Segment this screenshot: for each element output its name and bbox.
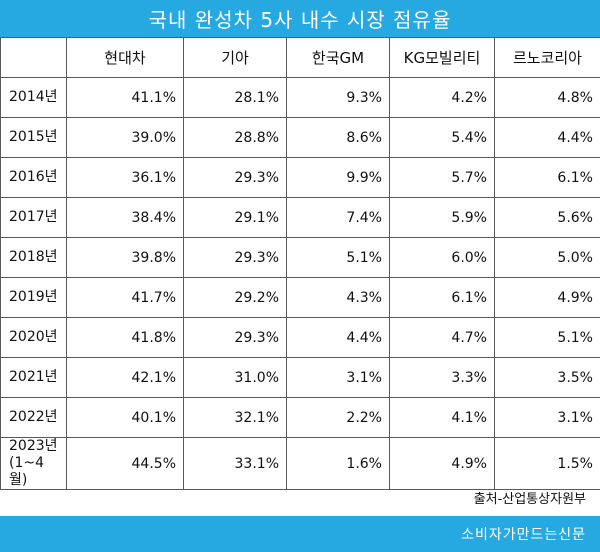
year-label: 2016년: [9, 169, 58, 185]
share-value-cell: 5.7%: [389, 157, 495, 198]
share-value-cell: 4.2%: [389, 77, 495, 118]
share-value-cell: 41.8%: [66, 317, 184, 358]
year-cell: 2023년 (1~4월): [0, 437, 67, 490]
table-row: 2023년 (1~4월) 44.5% 33.1% 1.6% 4.9% 1.5%: [0, 437, 600, 490]
year-cell: 2022년: [0, 397, 67, 438]
source-note: 출처-산업통상자원부: [473, 492, 586, 507]
market-share-table: 현대차 기아 한국GM KG모빌리티 르노코리아 2014년 41.1% 28.1% 9.3%…: [0, 37, 600, 490]
column-header: 현대차: [66, 37, 184, 78]
year-cell: 2016년: [0, 157, 67, 198]
year-cell: 2015년: [0, 117, 67, 158]
table-row: 2018년 39.8% 29.3% 5.1% 6.0% 5.0%: [0, 237, 600, 278]
table-row: 2020년 41.8% 29.3% 4.4% 4.7% 5.1%: [0, 317, 600, 358]
share-value-cell: 4.8%: [494, 77, 600, 118]
year-label: 2018년: [9, 249, 58, 265]
share-value-cell: 41.1%: [66, 77, 184, 118]
share-value-cell: 4.3%: [286, 277, 390, 318]
column-header: 기아: [183, 37, 287, 78]
share-value-cell: 44.5%: [66, 437, 184, 490]
share-value-cell: 4.4%: [286, 317, 390, 358]
share-value-cell: 4.9%: [389, 437, 495, 490]
year-cell: 2021년: [0, 357, 67, 398]
share-value-cell: 6.1%: [494, 157, 600, 198]
share-value-cell: 42.1%: [66, 357, 184, 398]
share-value-cell: 41.7%: [66, 277, 184, 318]
share-value-cell: 6.1%: [389, 277, 495, 318]
share-value-cell: 3.5%: [494, 357, 600, 398]
share-value-cell: 8.6%: [286, 117, 390, 158]
share-value-cell: 4.4%: [494, 117, 600, 158]
share-value-cell: 32.1%: [183, 397, 287, 438]
share-value-cell: 28.8%: [183, 117, 287, 158]
column-header: 르노코리아: [494, 37, 600, 78]
table-row: 2015년 39.0% 28.8% 8.6% 5.4% 4.4%: [0, 117, 600, 158]
table-row: 2016년 36.1% 29.3% 9.9% 5.7% 6.1%: [0, 157, 600, 198]
share-value-cell: 29.1%: [183, 197, 287, 238]
share-value-cell: 9.3%: [286, 77, 390, 118]
share-value-cell: 28.1%: [183, 77, 287, 118]
column-header: 한국GM: [286, 37, 390, 78]
table-row: 2014년 41.1% 28.1% 9.3% 4.2% 4.8%: [0, 77, 600, 118]
share-value-cell: 36.1%: [66, 157, 184, 198]
share-value-cell: 5.9%: [389, 197, 495, 238]
share-value-cell: 31.0%: [183, 357, 287, 398]
share-value-cell: 39.8%: [66, 237, 184, 278]
share-value-cell: 33.1%: [183, 437, 287, 490]
column-header: KG모빌리티: [389, 37, 495, 78]
year-cell: 2017년: [0, 197, 67, 238]
share-value-cell: 29.3%: [183, 237, 287, 278]
publisher-name: 소비자가만드는신문: [461, 527, 586, 543]
year-cell: 2018년: [0, 237, 67, 278]
table-row: 2022년 40.1% 32.1% 2.2% 4.1% 3.1%: [0, 397, 600, 438]
share-value-cell: 2.2%: [286, 397, 390, 438]
year-cell: 2014년: [0, 77, 67, 118]
year-label: 2015년: [9, 129, 58, 145]
table-row: 2021년 42.1% 31.0% 3.1% 3.3% 3.5%: [0, 357, 600, 398]
share-value-cell: 29.3%: [183, 317, 287, 358]
share-value-cell: 9.9%: [286, 157, 390, 198]
share-value-cell: 4.9%: [494, 277, 600, 318]
share-value-cell: 7.4%: [286, 197, 390, 238]
year-label: 2023년: [9, 438, 58, 454]
share-value-cell: 5.4%: [389, 117, 495, 158]
share-value-cell: 39.0%: [66, 117, 184, 158]
share-value-cell: 29.3%: [183, 157, 287, 198]
header-corner-cell: [0, 37, 67, 78]
table-row: 2019년 41.7% 29.2% 4.3% 6.1% 4.9%: [0, 277, 600, 318]
share-value-cell: 5.6%: [494, 197, 600, 238]
share-value-cell: 3.1%: [494, 397, 600, 438]
share-value-cell: 38.4%: [66, 197, 184, 238]
year-cell: 2020년: [0, 317, 67, 358]
year-label: 2017년: [9, 209, 58, 225]
share-value-cell: 29.2%: [183, 277, 287, 318]
year-period-label: (1~4월): [9, 455, 45, 488]
chart-title: 국내 완성차 5사 내수 시장 점유율: [0, 0, 600, 37]
share-value-cell: 6.0%: [389, 237, 495, 278]
share-value-cell: 5.1%: [286, 237, 390, 278]
share-value-cell: 4.7%: [389, 317, 495, 358]
share-value-cell: 1.5%: [494, 437, 600, 490]
share-value-cell: 40.1%: [66, 397, 184, 438]
table-header-row: 현대차 기아 한국GM KG모빌리티 르노코리아: [0, 37, 600, 78]
year-label: 2019년: [9, 289, 58, 305]
year-label: 2020년: [9, 329, 58, 345]
year-label: 2014년: [9, 89, 58, 105]
share-value-cell: 5.1%: [494, 317, 600, 358]
year-label: 2022년: [9, 409, 58, 425]
share-value-cell: 3.1%: [286, 357, 390, 398]
share-value-cell: 4.1%: [389, 397, 495, 438]
year-label: 2021년: [9, 369, 58, 385]
table-row: 2017년 38.4% 29.1% 7.4% 5.9% 5.6%: [0, 197, 600, 238]
publisher-footer: 소비자가만드는신문: [0, 516, 600, 552]
table-body: 2014년 41.1% 28.1% 9.3% 4.2% 4.8% 2015년 39.0% 28.…: [0, 77, 600, 490]
year-cell: 2019년: [0, 277, 67, 318]
share-value-cell: 3.3%: [389, 357, 495, 398]
share-value-cell: 5.0%: [494, 237, 600, 278]
share-value-cell: 1.6%: [286, 437, 390, 490]
